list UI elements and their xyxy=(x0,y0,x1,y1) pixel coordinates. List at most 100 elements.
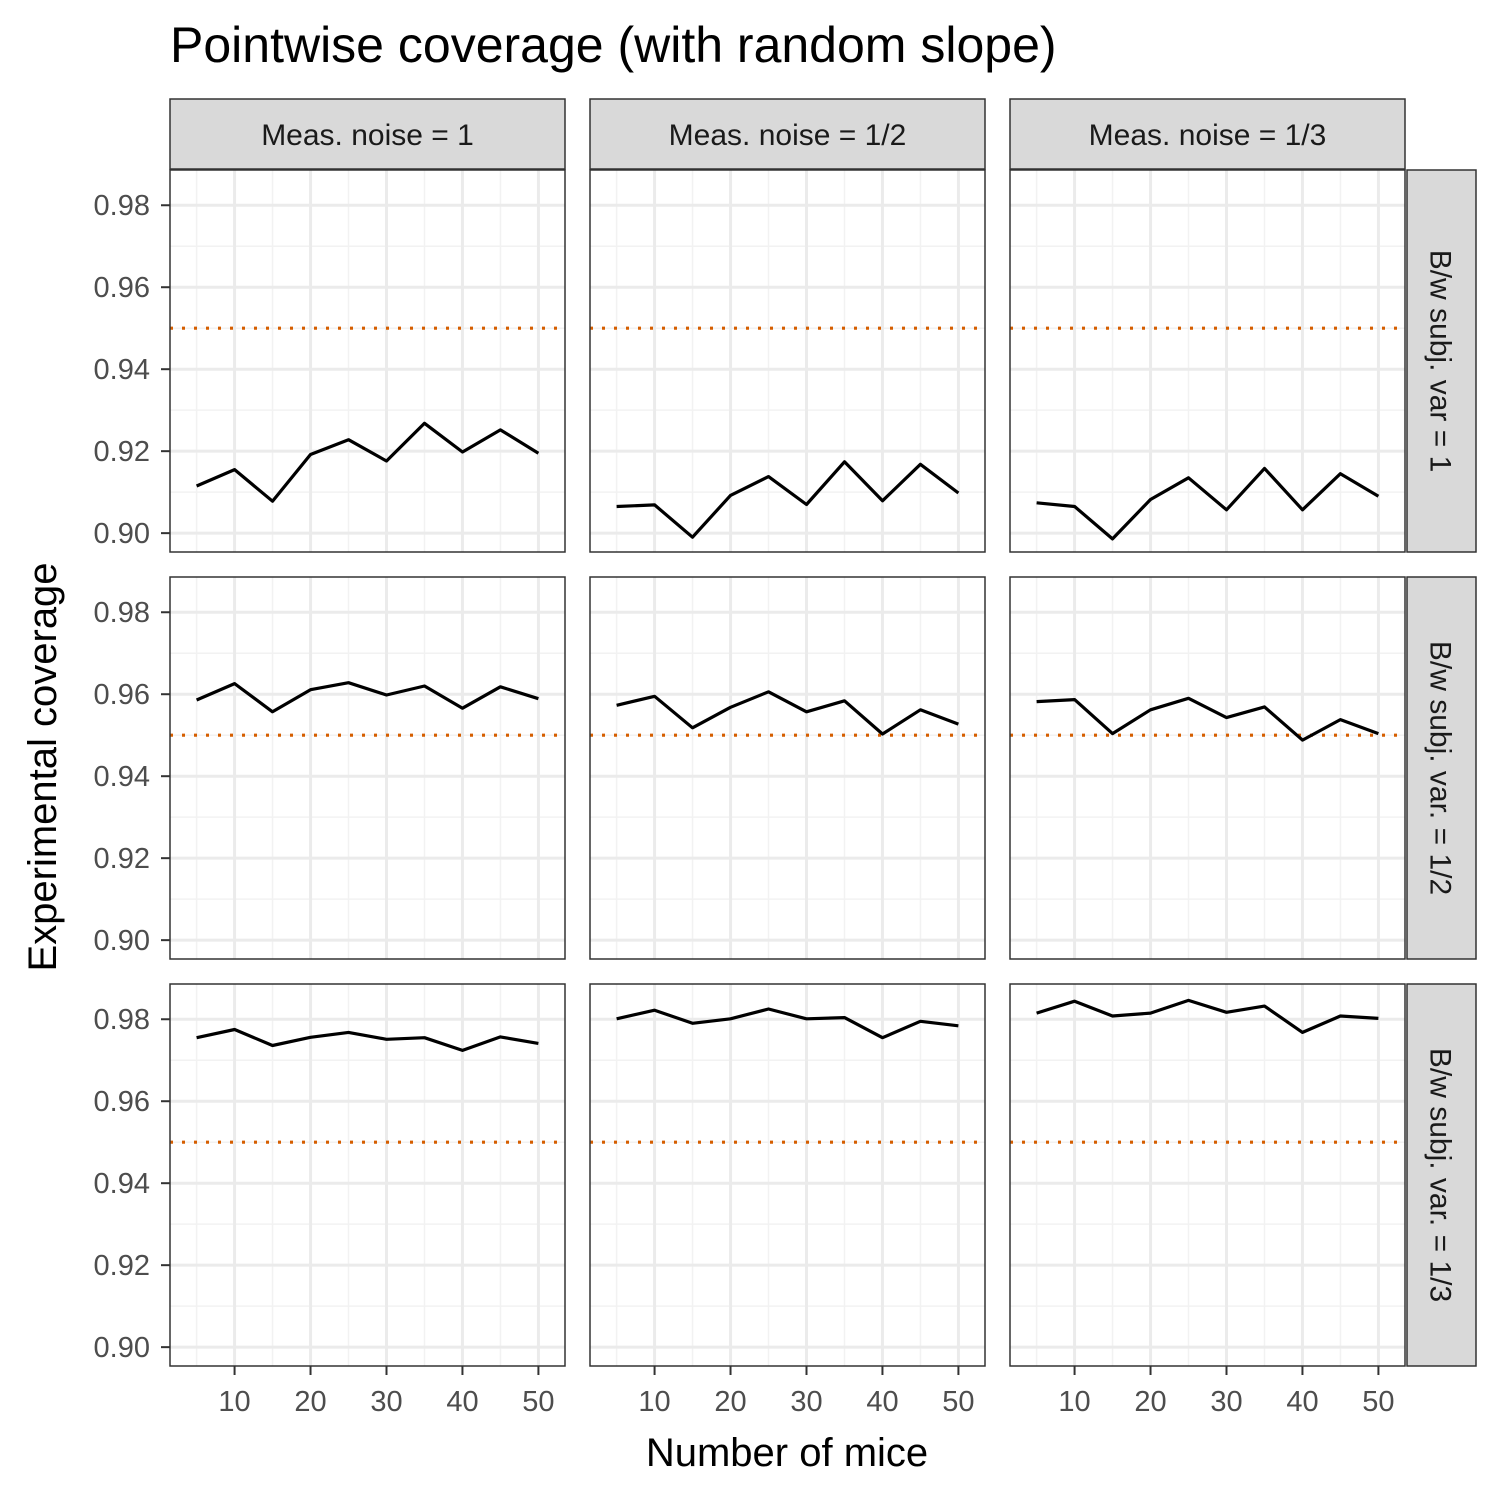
facet-strip-right-box xyxy=(1406,169,1477,553)
data-point xyxy=(767,1007,771,1011)
data-point xyxy=(842,460,846,464)
data-point xyxy=(1187,476,1191,480)
panel-background xyxy=(590,577,985,959)
data-point xyxy=(956,491,960,495)
panel-border xyxy=(589,576,986,960)
data-point xyxy=(1262,466,1266,470)
data-point xyxy=(653,1008,657,1012)
facet-strip-right-box xyxy=(1406,983,1477,1367)
y-tick-label: 0.98 xyxy=(94,190,150,222)
facet-panel: 10 20 30 40 50 xyxy=(589,983,986,1418)
y-tick-label: 0.94 xyxy=(94,761,150,793)
data-point xyxy=(1035,1011,1039,1015)
data-point xyxy=(460,1048,464,1052)
data-point xyxy=(1262,1004,1266,1008)
facet-strip-top: Meas. noise = 1/3 xyxy=(1009,98,1406,170)
facet-panel xyxy=(589,576,986,960)
panel-border xyxy=(1009,169,1406,553)
data-point xyxy=(536,451,540,455)
data-point xyxy=(233,682,237,686)
data-point xyxy=(880,1036,884,1040)
panel-border xyxy=(1009,576,1406,960)
x-tick-label: 50 xyxy=(1362,1386,1394,1418)
data-point xyxy=(347,681,351,685)
facet-strip-top-box xyxy=(169,98,566,170)
data-point xyxy=(309,688,313,692)
data-point xyxy=(195,698,199,702)
data-point xyxy=(271,710,275,714)
data-point xyxy=(842,1016,846,1020)
data-point xyxy=(233,468,237,472)
coverage-series-line xyxy=(1036,998,1379,1035)
y-tick-label: 0.94 xyxy=(94,354,150,386)
data-point xyxy=(1073,698,1077,702)
facet-panel: 0.90 0.92 0.94 0.96 0.98 10 20 30 40 50 xyxy=(94,983,566,1418)
facet-strip-right: B/w subj. var. = 1/2 xyxy=(1406,576,1477,960)
data-point xyxy=(1338,472,1342,476)
data-point xyxy=(1224,508,1228,512)
facet-panel: 0.90 0.92 0.94 0.96 0.98 xyxy=(94,169,566,553)
data-point xyxy=(422,684,426,688)
data-point xyxy=(1187,998,1191,1002)
panel-background xyxy=(170,170,565,552)
x-tick-label: 50 xyxy=(522,1386,554,1418)
data-point xyxy=(1376,732,1380,736)
data-point xyxy=(536,697,540,701)
data-point xyxy=(729,493,733,497)
data-point xyxy=(615,1017,619,1021)
coverage-series-line xyxy=(616,460,960,539)
coverage-series-line xyxy=(195,681,539,714)
data-point xyxy=(956,722,960,726)
x-tick-label: 20 xyxy=(294,1386,326,1418)
x-tick-label: 40 xyxy=(1286,1386,1318,1418)
x-tick-label: 20 xyxy=(1134,1386,1166,1418)
x-tick-label: 10 xyxy=(218,1386,250,1418)
x-tick-label: 40 xyxy=(866,1386,898,1418)
data-point xyxy=(1300,1030,1304,1034)
data-point xyxy=(195,1036,199,1040)
data-point xyxy=(615,703,619,707)
data-point xyxy=(1376,1016,1380,1020)
panel-border xyxy=(169,169,566,553)
chart-title: Pointwise coverage (with random slope) xyxy=(170,17,1057,73)
data-point xyxy=(1149,1011,1153,1015)
y-tick-label: 0.92 xyxy=(94,1250,150,1282)
data-point xyxy=(880,499,884,503)
data-point xyxy=(918,1019,922,1023)
data-point xyxy=(1224,1010,1228,1014)
facet-strip-top: Meas. noise = 1/2 xyxy=(589,98,986,170)
data-point xyxy=(460,706,464,710)
coverage-series-line xyxy=(195,421,540,503)
data-point xyxy=(498,428,502,432)
panel-border xyxy=(1009,983,1406,1367)
facet-panel xyxy=(589,169,986,553)
y-tick-label: 0.96 xyxy=(94,272,150,304)
y-tick-label: 0.90 xyxy=(94,925,150,957)
data-point xyxy=(842,699,846,703)
data-point xyxy=(615,505,619,509)
facet-strip-top-box xyxy=(589,98,986,170)
facet-strip-top: Meas. noise = 1 xyxy=(169,98,566,170)
facet-panel: 0.90 0.92 0.94 0.96 0.98 xyxy=(94,576,566,960)
data-point xyxy=(1338,718,1342,722)
x-axis-title: Number of mice xyxy=(646,1431,928,1475)
data-point xyxy=(691,1021,695,1025)
x-tick-label: 10 xyxy=(1058,1386,1090,1418)
data-point xyxy=(1111,732,1115,736)
x-tick-label: 40 xyxy=(446,1386,478,1418)
y-tick-label: 0.92 xyxy=(94,436,150,468)
data-point xyxy=(1300,508,1304,512)
data-point xyxy=(1035,501,1039,505)
facet-panel xyxy=(1009,169,1406,553)
data-point xyxy=(1111,537,1115,541)
data-point xyxy=(498,685,502,689)
panel-background xyxy=(590,170,985,552)
data-point xyxy=(1224,716,1228,720)
data-point xyxy=(271,499,275,503)
data-point xyxy=(918,462,922,466)
coverage-series-line xyxy=(616,1007,959,1040)
panel-background xyxy=(170,577,565,959)
data-point xyxy=(422,421,426,425)
data-point xyxy=(384,459,388,463)
